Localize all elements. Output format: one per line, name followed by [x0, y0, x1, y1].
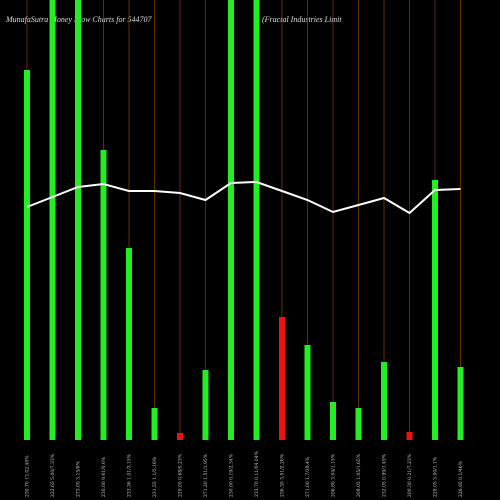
x-tick-label: 271.20 1.51/1.95%	[203, 453, 209, 497]
x-tick-label: 230.00 9.61/0.6%	[101, 456, 107, 497]
x-tick-label: 233.70 0.11/04.04%	[254, 450, 260, 497]
x-tick-label: 206.80 3.04/1.15%	[331, 453, 337, 497]
chart-subtitle: (Fractal Industries Limit	[262, 15, 342, 24]
bar	[100, 150, 107, 440]
bar	[49, 0, 56, 440]
bar	[75, 0, 81, 440]
bar	[304, 345, 311, 440]
x-tick-label: 231.55 1.1/5.16%	[152, 456, 158, 497]
x-tick-label: 236.30 3.51/2.26%	[280, 453, 286, 497]
bar	[202, 370, 209, 440]
bar	[330, 402, 336, 440]
bars	[24, 0, 464, 440]
bar	[126, 248, 132, 440]
x-tick-label: 209.30 0.21/7.23%	[407, 453, 413, 497]
bar	[253, 0, 260, 440]
bar	[228, 0, 234, 440]
x-tick-label: 222.65 5.00/7.33%	[50, 453, 56, 497]
x-tick-label: 273.05 3.15/8%	[76, 460, 82, 497]
bar	[355, 408, 362, 440]
x-tick-label: 226.95 0.1/46%	[458, 460, 464, 497]
bar	[381, 362, 387, 440]
x-tick-label: 230.70 13.02.40%	[25, 455, 31, 497]
x-tick-label: 232.05 0.99/1.49%	[382, 453, 388, 497]
x-tick-label: 229.05 0.68/0.23%	[178, 453, 184, 497]
x-tick-label: 233.36 1.01/3.15%	[127, 453, 133, 497]
bar	[457, 367, 464, 440]
x-tick-label: 230.00 0.19/2.34%	[229, 453, 235, 497]
x-tick-label: 209.05 1.05/1.65%	[356, 453, 362, 497]
bar	[279, 317, 285, 440]
bar	[432, 180, 438, 440]
x-tick-label: 228.05 3.00/1.1%	[433, 456, 439, 497]
bar	[177, 433, 183, 440]
bar	[24, 70, 30, 440]
bar	[151, 408, 158, 440]
x-tick-label: 271.00 1.7/29.4%	[305, 456, 311, 497]
bar	[406, 432, 413, 440]
money-flow-line	[26, 180, 461, 215]
